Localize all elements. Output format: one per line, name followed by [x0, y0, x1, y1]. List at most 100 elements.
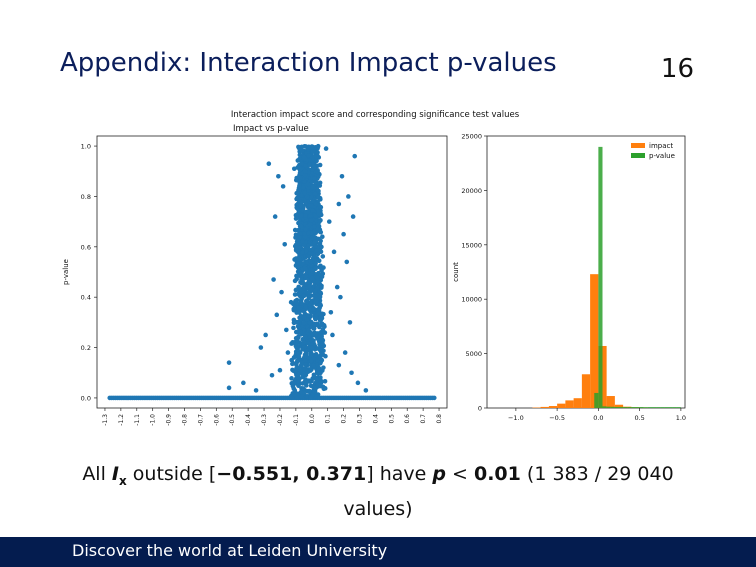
scatter-point	[315, 307, 321, 312]
scatter-point-outlier	[341, 231, 346, 237]
scatter-point	[290, 361, 295, 367]
scatter-xtick-label: -0.1	[293, 414, 300, 426]
scatter-point	[313, 201, 319, 207]
scatter-point	[315, 150, 320, 155]
scatter-point	[315, 279, 321, 285]
scatter-point	[302, 179, 307, 185]
scatter-point	[301, 320, 307, 326]
hist-bar-p-value	[623, 407, 628, 408]
scatter-point	[313, 299, 319, 304]
hist-bar-impact	[573, 398, 582, 408]
hist-bar-impact	[565, 400, 574, 408]
scatter-point	[305, 369, 311, 375]
scatter-point-outlier	[276, 173, 281, 179]
scatter-point	[309, 218, 314, 223]
scatter-point	[308, 395, 313, 400]
scatter-point-outlier	[269, 372, 275, 378]
histogram-panel: count 0 5000 10000 15000 20000 25000 −1.0 −0.5…	[452, 133, 686, 423]
hist-bar-p-value	[635, 407, 640, 408]
caption-threshold: 0.01	[473, 463, 521, 485]
caption: All Ix outside [−0.551, 0.371] have p < …	[0, 460, 756, 523]
hist-bar-p-value	[647, 407, 652, 408]
scatter-ytick-label: 0.2	[81, 344, 91, 352]
scatter-point	[313, 261, 318, 266]
hist-bar-p-value	[656, 407, 661, 408]
scatter-point	[315, 143, 321, 149]
scatter-ylabel: p-value	[62, 259, 70, 285]
scatter-point	[303, 227, 308, 233]
scatter-point	[301, 386, 306, 391]
scatter-point	[318, 263, 323, 269]
footer-text: Discover the world at Leiden University	[72, 541, 388, 560]
scatter-point	[312, 175, 317, 181]
scatter-point	[304, 299, 310, 305]
scatter-point	[293, 247, 299, 253]
scatter-point-outlier	[280, 184, 286, 189]
scatter-point	[306, 243, 311, 249]
scatter-point	[300, 261, 306, 267]
scatter-xtick-label: 0.5	[388, 414, 395, 424]
hist-bar-p-value	[639, 407, 644, 408]
scatter-point	[301, 293, 307, 299]
scatter-point	[295, 358, 300, 364]
scatter-point	[306, 327, 311, 333]
hist-xtick-label: 1.0	[676, 414, 686, 422]
scatter-point-outlier	[349, 370, 354, 376]
scatter-point	[312, 316, 318, 321]
scatter-point	[295, 158, 301, 163]
hist-ytick-label: 20000	[461, 187, 482, 195]
hist-bar-p-value	[676, 407, 681, 408]
scatter-point-outlier	[352, 153, 358, 159]
hist-bar-p-value	[610, 406, 615, 408]
hist-bar-p-value	[602, 406, 607, 408]
scatter-point	[294, 205, 300, 211]
footer-bar: Discover the world at Leiden University	[0, 537, 756, 567]
scatter-point-outlier	[279, 289, 284, 295]
hist-xtick-label: 0.0	[593, 414, 603, 422]
scatter-point	[312, 239, 318, 245]
scatter-point	[311, 164, 317, 170]
scatter-point	[321, 365, 326, 370]
scatter-point	[316, 311, 322, 317]
scatter-point	[309, 345, 315, 351]
scatter-point	[296, 383, 301, 388]
hist-xtick-label: 0.5	[634, 414, 644, 422]
scatter-point	[298, 389, 304, 395]
caption-interval: −0.551, 0.371	[216, 463, 367, 485]
scatter-point	[290, 367, 295, 373]
scatter-point-outlier	[288, 299, 294, 305]
scatter-point	[293, 298, 298, 304]
scatter-point	[292, 388, 298, 393]
scatter-point	[310, 208, 316, 214]
scatter-xtick-label: -1.2	[118, 414, 125, 426]
scatter-point	[311, 362, 316, 368]
scatter-xtick-label: -0.6	[213, 414, 220, 426]
scatter-point	[308, 230, 314, 236]
scatter-point-outlier	[363, 388, 369, 393]
scatter-point	[308, 259, 314, 265]
scatter-xtick-label: -0.2	[277, 414, 284, 426]
hist-legend: impact p-value	[631, 142, 675, 160]
hist-ytick-label: 0	[478, 405, 482, 413]
hist-bar-p-value	[631, 407, 636, 408]
scatter-point-outlier	[271, 277, 276, 282]
scatter-point	[299, 301, 305, 306]
scatter-point	[300, 250, 305, 255]
scatter-xtick-label: -1.3	[102, 414, 109, 426]
hist-bar-p-value	[652, 407, 657, 408]
scatter-point	[312, 191, 318, 197]
scatter-point	[301, 315, 307, 320]
scatter-point	[318, 380, 324, 385]
scatter-point	[315, 275, 320, 281]
scatter-point	[306, 144, 312, 150]
hist-bar-impact	[581, 374, 591, 408]
scatter-point	[295, 227, 301, 233]
scatter-point	[291, 306, 297, 312]
scatter-point	[297, 287, 303, 292]
hist-ytick-label: 5000	[465, 350, 482, 358]
scatter-point	[301, 185, 306, 190]
scatter-point	[308, 358, 314, 364]
scatter-point-outlier	[226, 385, 232, 391]
scatter-point	[303, 163, 308, 168]
scatter-point	[291, 392, 297, 397]
